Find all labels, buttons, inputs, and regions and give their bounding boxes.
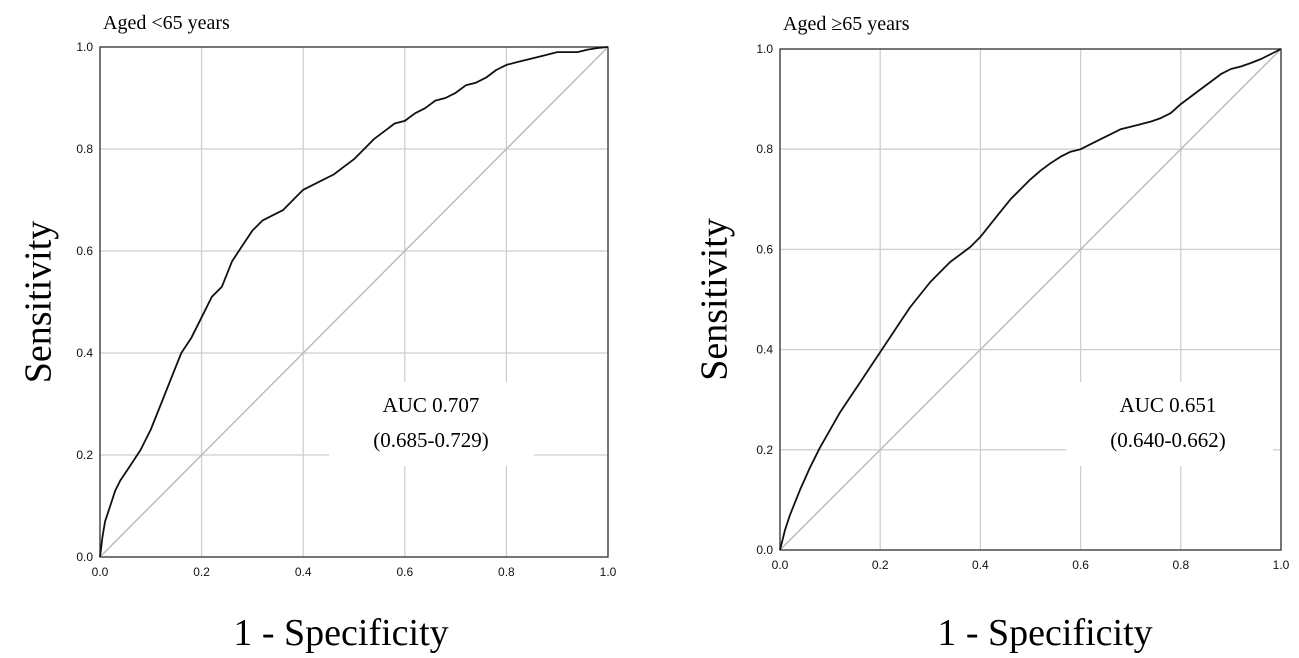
y-tick-label: 0.6: [756, 242, 773, 256]
x-tick-label: 0.6: [396, 565, 413, 579]
auc-value-label: AUC 0.651: [1120, 393, 1217, 417]
y-tick-label: 0.0: [76, 550, 93, 564]
roc-curve-line: [779, 48, 1282, 551]
x-tick-label: 0.2: [193, 565, 210, 579]
reference-diagonal-line: [99, 46, 609, 558]
x-tick-label: 1.0: [1273, 558, 1290, 572]
y-tick-label: 0.6: [76, 244, 93, 258]
auc-annotation-box: [1066, 382, 1273, 466]
roc-panel-2: 0.0 0.2 0.4 0.6 0.8 1.0 0.0 0.2 0.4 0.6 0.8 1.0 Aged…: [694, 13, 1290, 654]
x-tick-label: 0.2: [872, 558, 889, 572]
plot-frame: [99, 46, 609, 558]
x-tick-label: 0.4: [295, 565, 312, 579]
chart-title: Aged ≥65 years: [783, 13, 910, 35]
roc-panel-1: 0.0 0.2 0.4 0.6 0.8 1.0 0.0 0.2 0.4 0.6 0.8 1.0 Aged…: [18, 12, 617, 654]
x-tick-label: 0.6: [1072, 558, 1089, 572]
x-axis-label: 1 - Specificity: [937, 612, 1152, 654]
y-tick-label: 1.0: [756, 42, 773, 56]
x-tick-label: 0.8: [1172, 558, 1189, 572]
y-tick-label: 0.4: [76, 346, 93, 360]
y-tick-label: 0.0: [756, 543, 773, 557]
y-tick-label: 0.8: [76, 142, 93, 156]
y-tick-label: 1.0: [76, 40, 93, 54]
y-tick-label: 0.4: [756, 343, 773, 357]
y-axis-label: Sensitivity: [694, 218, 736, 381]
plot-frame: [779, 48, 1282, 551]
x-tick-label: 0.0: [92, 565, 109, 579]
auc-ci-label: (0.685-0.729): [373, 428, 488, 452]
y-axis-label: Sensitivity: [18, 221, 60, 384]
x-tick-label: 1.0: [600, 565, 617, 579]
reference-diagonal-line: [779, 48, 1282, 551]
y-tick-label: 0.2: [76, 448, 93, 462]
x-tick-label: 0.4: [972, 558, 989, 572]
auc-value-label: AUC 0.707: [383, 393, 480, 417]
x-axis-label: 1 - Specificity: [233, 612, 448, 654]
auc-ci-label: (0.640-0.662): [1110, 428, 1225, 452]
x-tick-label: 0.0: [772, 558, 789, 572]
x-tick-label: 0.8: [498, 565, 515, 579]
y-tick-label: 0.2: [756, 443, 773, 457]
y-tick-label: 0.8: [756, 142, 773, 156]
chart-title: Aged <65 years: [103, 12, 230, 34]
roc-curve-line: [99, 46, 609, 558]
auc-annotation-box: [329, 382, 534, 466]
